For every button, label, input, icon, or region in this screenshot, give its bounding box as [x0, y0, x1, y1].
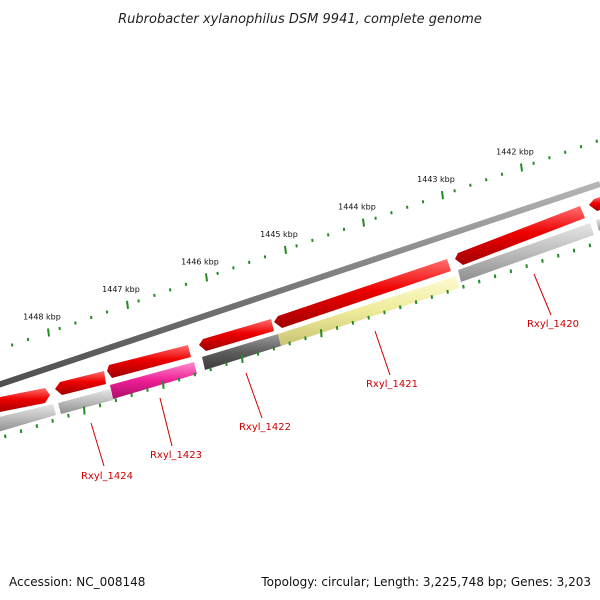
leader-line-Rxyl_1423 [159, 397, 173, 447]
inner-ring-tick [146, 387, 149, 392]
inner-ring-tick [177, 377, 181, 382]
inner-ring-tick [462, 284, 465, 289]
inner-ring-tick [509, 269, 513, 274]
gene-bar-Rxyl_1424 [58, 389, 113, 414]
scale-label: 1444 kbp [338, 203, 376, 212]
inner-ring-tick [588, 243, 592, 248]
scale-major-tick [362, 218, 365, 227]
inner-ring-tick [67, 413, 70, 418]
forward-feature-3 [107, 345, 191, 378]
inner-ring-tick [304, 336, 307, 341]
forward-feature-6 [455, 206, 585, 265]
inner-ring-tick [51, 418, 54, 423]
leader-line-Rxyl_1420 [533, 273, 552, 316]
gene-label-group: Rxyl_1420 Rxyl_1421 Rxyl_1422 Rxyl_1423 … [81, 273, 579, 482]
forward-strand-features [0, 197, 600, 412]
scale-ticks [11, 139, 598, 347]
inner-ring-tick [83, 406, 86, 415]
forward-feature-5 [274, 259, 451, 328]
map-title: Rubrobacter xylanophilus DSM 9941, compl… [118, 12, 482, 27]
scale-label: 1443 kbp [417, 175, 455, 184]
inner-ring-tick [241, 354, 244, 364]
inner-ring-tick [414, 300, 418, 305]
scale-major-tick [520, 163, 523, 172]
leader-line-Rxyl_1422 [245, 372, 263, 419]
inner-ring-tick [114, 398, 118, 403]
gene-label-Rxyl_1424: Rxyl_1424 [81, 471, 133, 482]
inner-ring-tick [478, 279, 481, 284]
inner-ring-tick [272, 346, 276, 351]
gene-bar-Rxyl_1422 [202, 334, 281, 370]
inner-ring-tick [4, 434, 7, 439]
scale-major-tick [205, 273, 208, 282]
gene-label-Rxyl_1420: Rxyl_1420 [527, 319, 579, 330]
scale-label: 1446 kbp [181, 257, 219, 266]
inner-ring-tick [351, 320, 355, 325]
gene-label-Rxyl_1421: Rxyl_1421 [366, 379, 418, 390]
gene-label-Rxyl_1423: Rxyl_1423 [150, 450, 202, 461]
scale-label: 1448 kbp [23, 312, 61, 321]
inner-ring-tick [335, 326, 339, 330]
inner-ring-tick [35, 424, 39, 428]
inner-ring-tick [383, 310, 386, 315]
inner-ring-tick [367, 315, 370, 320]
inner-ring-tick [193, 372, 197, 377]
leader-line-Rxyl_1424 [90, 422, 105, 467]
forward-feature-2 [55, 371, 106, 395]
inner-ring-tick [130, 393, 133, 398]
accession-text: Accession: NC_008148 [9, 575, 145, 589]
inner-ring-tick [162, 380, 165, 389]
scale-label: 1442 kbp [496, 148, 534, 157]
leader-line-Rxyl_1421 [374, 330, 391, 376]
genome-summary-text: Topology: circular; Length: 3,225,748 bp… [260, 575, 591, 589]
inner-ring-ticks [4, 243, 592, 439]
reverse-strand-genes [0, 219, 600, 432]
scale-major-tick [126, 300, 129, 310]
scale-label: 1445 kbp [260, 230, 298, 239]
inner-ring-tick [493, 274, 497, 279]
inner-ring-tick [19, 429, 23, 434]
inner-ring-tick [320, 329, 323, 338]
forward-feature-7 [589, 197, 600, 211]
inner-ring-tick [256, 351, 260, 356]
forward-feature-1 [0, 388, 50, 412]
inner-ring-tick [572, 248, 576, 253]
inner-ring-tick [446, 289, 449, 294]
scale-major-tick [284, 245, 287, 254]
gene-bar-Rxyl_1421 [278, 276, 459, 346]
inner-ring-tick [430, 295, 434, 299]
scale-major-tick [441, 190, 444, 200]
scale-label: 1447 kbp [102, 285, 140, 294]
inner-ring-tick [541, 258, 544, 263]
gene-bar-Rxyl_1423 [110, 362, 197, 399]
scale-major-tick [47, 328, 50, 337]
inner-ring-tick [557, 253, 560, 258]
inner-ring-tick [525, 264, 528, 268]
gene-bar-1424-left [0, 404, 56, 432]
gene-bar-Rxyl_1420 [458, 223, 594, 282]
forward-feature-4 [199, 319, 274, 351]
gene-bar-right-edge [596, 219, 600, 231]
scale-labels: 1442 kbp 1443 kbp 1444 kbp 1445 kbp 1446 kbp… [23, 148, 534, 322]
inner-ring-tick [225, 362, 228, 367]
inner-ring-tick [288, 341, 291, 346]
genome-backbone [0, 181, 600, 388]
gene-label-Rxyl_1422: Rxyl_1422 [239, 422, 291, 433]
inner-ring-tick [98, 403, 102, 408]
inner-ring-tick [209, 367, 212, 372]
inner-ring-tick [399, 305, 402, 310]
